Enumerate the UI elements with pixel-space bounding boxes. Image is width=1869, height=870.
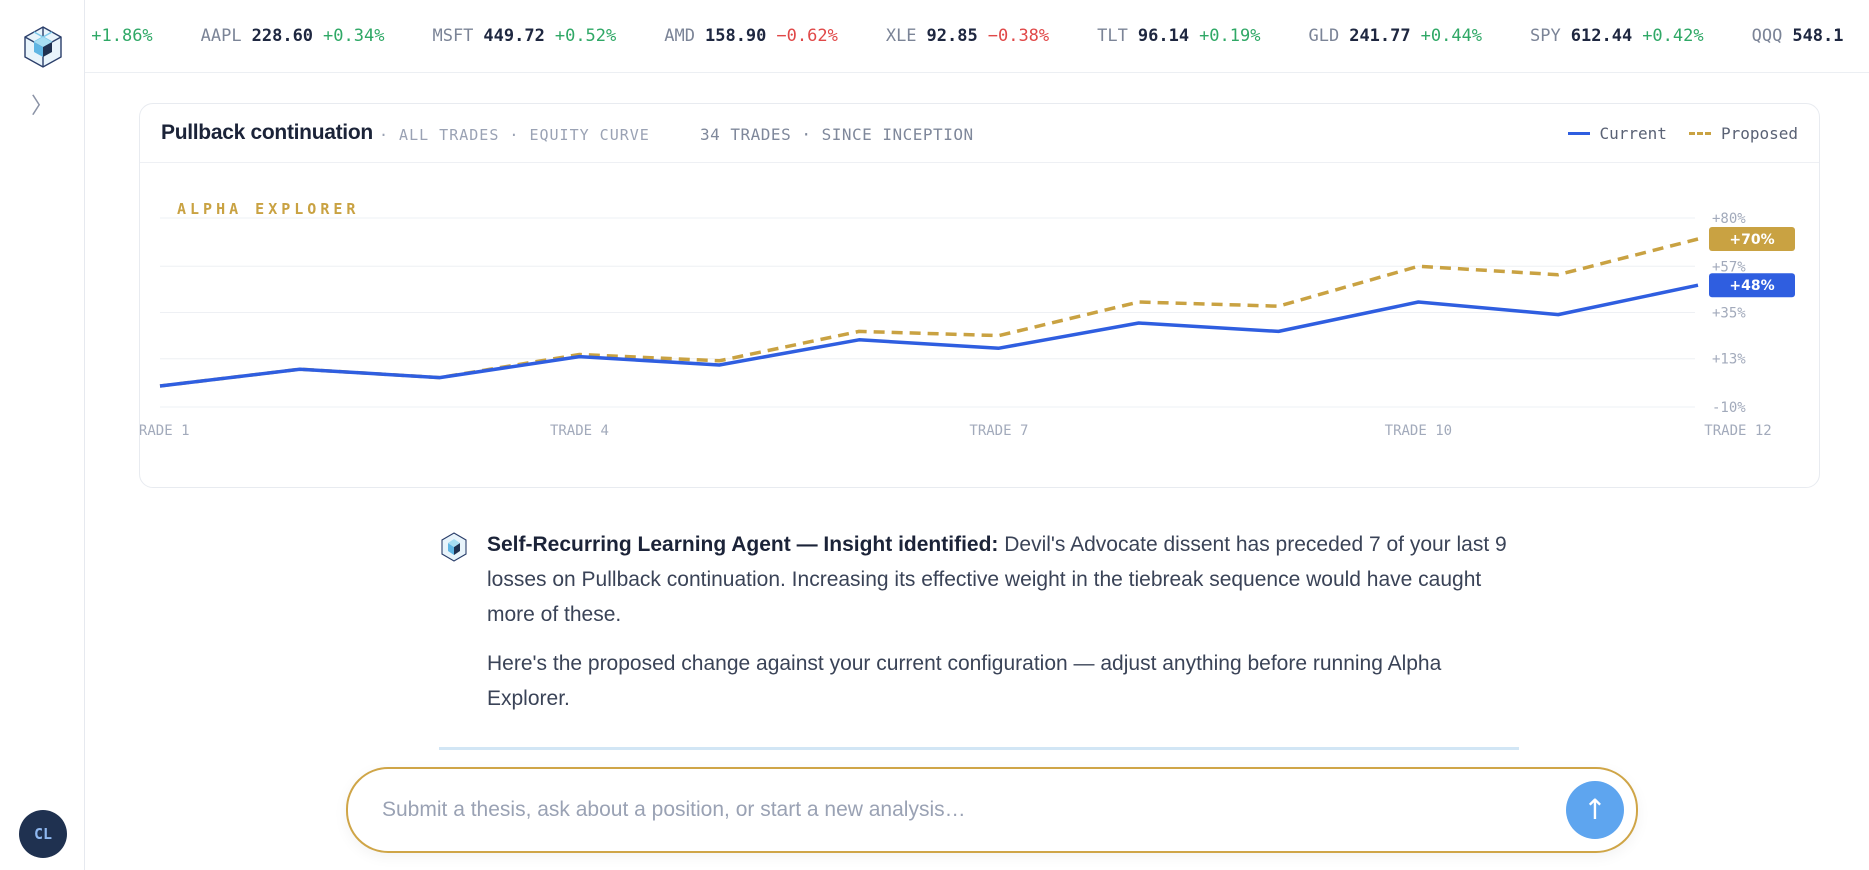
ticker-price: 228.60: [251, 26, 314, 46]
x-tick-label: TRADE 4: [550, 423, 609, 439]
insight-lead: Self-Recurring Learning Agent — Insight …: [487, 533, 999, 556]
x-tick-label: TRADE 7: [969, 423, 1028, 439]
send-button[interactable]: ↑: [1566, 781, 1624, 839]
insight-text: Devil's Advocate dissent has preceded 7 …: [487, 533, 1507, 626]
end-value-label-proposed: +70%: [1729, 232, 1774, 248]
x-tick-label: TRADE 1: [140, 423, 190, 439]
series-line-current: [159, 283, 1699, 388]
ticker-change: −0.38%: [987, 26, 1050, 46]
legend-item-proposed: Proposed: [1688, 124, 1798, 143]
trade-count-meta: 34 TRADES · SINCE INCEPTION: [700, 125, 974, 144]
x-tick-label: TRADE 10: [1385, 423, 1452, 439]
ticker-bar: 0+1.86% AAPL 228.60 +0.34% MSFT 449.72 +0.52% A…: [85, 0, 1869, 73]
message-divider: [439, 747, 1519, 750]
ticker-item[interactable]: AMD 158.90 −0.62%: [664, 26, 838, 46]
ticker-price: 158.90: [704, 26, 767, 46]
y-tick-label: +80%: [1712, 211, 1746, 227]
composer: ↑: [346, 767, 1638, 853]
chevron-right-icon: 〉: [30, 94, 53, 119]
agent-cube-icon: [441, 532, 467, 562]
ticker-change: −0.62%: [776, 26, 838, 46]
message-body: Self-Recurring Learning Agent — Insight …: [487, 527, 1519, 730]
thesis-input[interactable]: [380, 789, 1534, 831]
ticker-change: +0.19%: [1199, 26, 1261, 46]
ticker-symbol: AMD: [664, 26, 695, 46]
ticker-price: 548.1: [1792, 26, 1844, 46]
equity-curve-chart: ALPHA EXPLORER +80% +57% +35% +13% -10% TRADE …: [140, 200, 1795, 439]
legend-label-current: Current: [1599, 124, 1667, 143]
ticker-symbol: MSFT: [432, 26, 474, 46]
ticker-change: +0.44%: [1420, 26, 1483, 46]
sidebar: 〉 CL: [0, 0, 85, 870]
card-subtitle: · ALL TRADES · EQUITY CURVE: [379, 126, 650, 144]
ticker-item[interactable]: AAPL 228.60 +0.34%: [201, 26, 385, 46]
legend-swatch-proposed: [1688, 132, 1711, 135]
ticker-symbol: TLT: [1097, 26, 1128, 46]
ticker-symbol: SPY: [1530, 26, 1561, 46]
chart-legend: Current Proposed: [1567, 124, 1798, 143]
arrow-up-icon: ↑: [1583, 793, 1607, 826]
y-tick-label: +35%: [1712, 306, 1746, 322]
watermark-label: ALPHA EXPLORER: [177, 200, 359, 218]
ticker-change: +0.42%: [1642, 26, 1704, 46]
ticker-item[interactable]: SPY 612.44 +0.42%: [1530, 26, 1704, 46]
end-value-badge-proposed: [1709, 227, 1795, 251]
ticker-price: 449.72: [483, 26, 545, 46]
card-header: Pullback continuation · ALL TRADES · EQU…: [140, 104, 1819, 163]
ticker-track: 0+1.86% AAPL 228.60 +0.34% MSFT 449.72 +0.52% A…: [85, 0, 1869, 72]
ticker-price: 96.14: [1137, 26, 1190, 46]
ticker-item[interactable]: MSFT 449.72 +0.52%: [432, 26, 616, 46]
user-avatar[interactable]: CL: [19, 810, 67, 858]
ticker-symbol: QQQ: [1751, 26, 1783, 46]
insight-paragraph: Self-Recurring Learning Agent — Insight …: [487, 527, 1519, 632]
ticker-change: +1.86%: [91, 26, 153, 46]
ticker-item[interactable]: GLD 241.77 +0.44%: [1308, 26, 1482, 46]
strategy-title: Pullback continuation: [161, 121, 373, 144]
legend-item-current: Current: [1567, 124, 1667, 143]
ticker-symbol: GLD: [1308, 26, 1340, 46]
followup-paragraph: Here's the proposed change against your …: [487, 652, 1442, 710]
ticker-item[interactable]: TLT 96.14 +0.19%: [1097, 26, 1260, 46]
end-value-badge-current: [1709, 273, 1795, 298]
ticker-price: 92.85: [926, 26, 978, 46]
ticker-symbol: XLE: [885, 26, 917, 46]
end-value-label-current: +48%: [1729, 278, 1774, 294]
y-tick-label: -10%: [1712, 400, 1746, 416]
legend-label-proposed: Proposed: [1720, 124, 1798, 143]
y-tick-label: +57%: [1712, 259, 1746, 275]
equity-curve-card: Pullback continuation · ALL TRADES · EQU…: [139, 103, 1820, 488]
ticker-change: +0.34%: [323, 26, 385, 46]
ticker-price: 241.77: [1349, 26, 1411, 46]
x-tick-label: TRADE 12: [1704, 423, 1771, 439]
avatar-initials: CL: [33, 825, 53, 843]
ticker-item[interactable]: QQQ 548.1: [1752, 26, 1844, 46]
ticker-item[interactable]: XLE 92.85 −0.38%: [886, 26, 1049, 46]
ticker-change: +0.52%: [554, 26, 617, 46]
ticker-price: 612.44: [1570, 26, 1633, 46]
app-logo-icon[interactable]: [20, 24, 66, 70]
expand-sidebar-button[interactable]: 〉: [30, 92, 54, 122]
ticker-item[interactable]: 0+1.86%: [85, 26, 153, 46]
legend-swatch-current: [1567, 132, 1590, 135]
y-tick-label: +13%: [1712, 352, 1746, 368]
ticker-symbol: AAPL: [200, 26, 242, 46]
